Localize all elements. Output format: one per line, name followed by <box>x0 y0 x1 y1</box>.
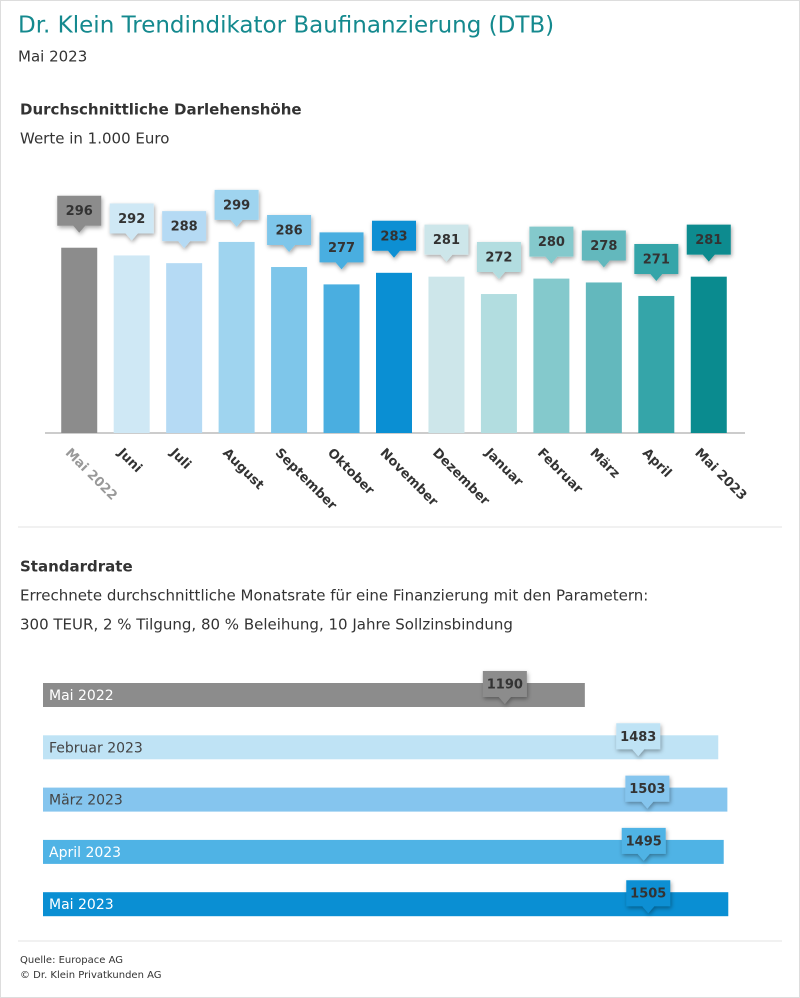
bar <box>585 282 622 433</box>
value-callout <box>57 195 102 233</box>
chart-title: Durchschnittliche Darlehenshöhe <box>20 101 302 119</box>
bar <box>61 247 98 433</box>
bar <box>43 839 724 864</box>
bar <box>113 255 150 433</box>
page-subtitle: Mai 2023 <box>18 48 87 66</box>
value-label: 286 <box>276 224 303 239</box>
chart-title: Standardrate <box>20 558 133 576</box>
bar <box>218 241 255 433</box>
value-callout <box>319 232 364 270</box>
value-callout <box>476 242 521 280</box>
value-label: 280 <box>538 235 565 250</box>
value-callout <box>482 671 527 704</box>
value-label: 283 <box>380 229 407 244</box>
category-label: März 2023 <box>49 793 123 809</box>
bar <box>376 272 412 433</box>
value-callout <box>634 243 679 281</box>
category-label: Mai 2022 <box>49 688 114 704</box>
value-label: 272 <box>485 251 512 266</box>
value-callout <box>214 189 259 227</box>
value-callout <box>267 215 312 253</box>
category-label: April 2023 <box>49 845 121 861</box>
category-label: Februar 2023 <box>49 740 143 756</box>
bar <box>43 892 729 917</box>
bar <box>638 295 675 433</box>
category-label: Mai 2023 <box>49 897 114 913</box>
value-callout <box>616 723 661 757</box>
chart-description: Errechnete durchschnittliche Monatsrate … <box>20 587 648 605</box>
value-callout <box>686 224 731 262</box>
value-label: 278 <box>590 239 617 254</box>
value-callout <box>372 220 416 258</box>
value-label: 281 <box>695 233 722 248</box>
bar <box>690 276 727 433</box>
value-callout <box>626 880 671 914</box>
value-callout <box>581 230 626 268</box>
copyright: © Dr. Klein Privatkunden AG <box>20 970 162 981</box>
value-callout <box>162 211 207 249</box>
bar <box>480 294 517 433</box>
value-callout <box>621 827 666 861</box>
bar <box>428 276 465 433</box>
value-label: 1190 <box>487 678 523 693</box>
value-callout <box>424 224 469 262</box>
bar <box>43 787 728 812</box>
value-label: 1495 <box>626 834 662 849</box>
bar <box>271 267 308 433</box>
page-title: Dr. Klein Trendindikator Baufinanzierung… <box>18 13 554 39</box>
value-callout <box>625 775 670 809</box>
value-label: 296 <box>66 204 93 219</box>
value-label: 299 <box>223 198 250 213</box>
bar <box>323 284 360 433</box>
value-label: 1483 <box>620 730 656 745</box>
value-label: 277 <box>328 241 355 256</box>
chart-description: 300 TEUR, 2 % Tilgung, 80 % Beleihung, 1… <box>20 616 513 634</box>
bar <box>166 263 203 433</box>
value-label: 281 <box>433 233 460 248</box>
bar <box>43 735 719 760</box>
value-callout <box>529 226 574 264</box>
bar <box>533 278 570 433</box>
source: Quelle: Europace AG <box>20 955 123 966</box>
chart-subtitle: Werte in 1.000 Euro <box>20 130 169 148</box>
value-label: 288 <box>171 220 198 235</box>
value-label: 1505 <box>630 887 666 902</box>
value-callout <box>109 203 154 241</box>
value-label: 292 <box>118 212 145 227</box>
value-label: 1503 <box>629 782 665 797</box>
value-label: 271 <box>643 252 670 267</box>
